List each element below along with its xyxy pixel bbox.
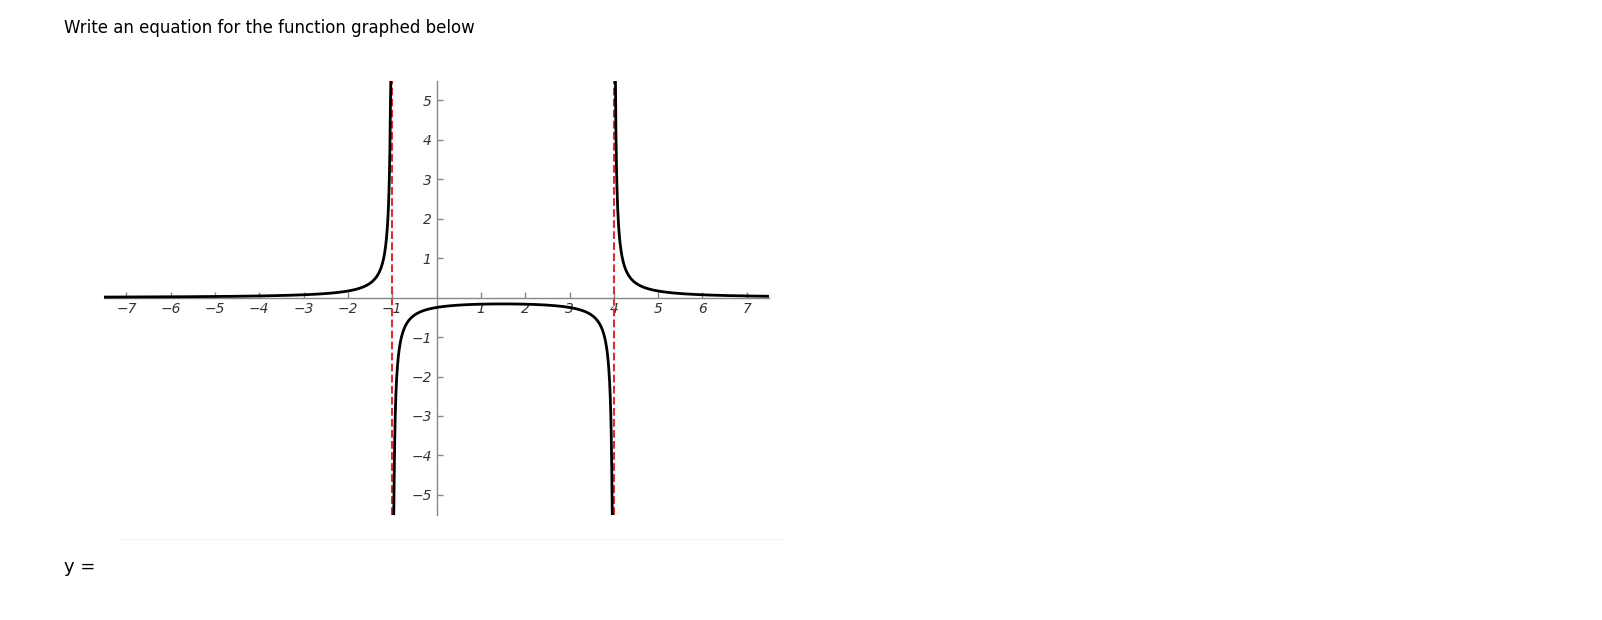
FancyBboxPatch shape (107, 538, 798, 596)
Text: y =: y = (64, 558, 96, 577)
Text: Write an equation for the function graphed below: Write an equation for the function graph… (64, 19, 474, 37)
